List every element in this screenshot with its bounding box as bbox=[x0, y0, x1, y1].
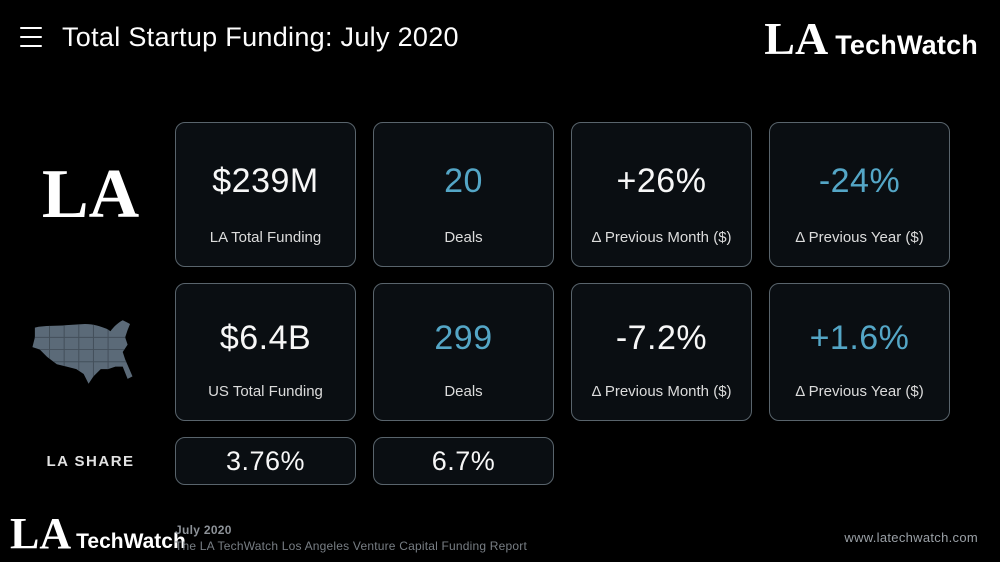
row-label-la: LA bbox=[23, 122, 158, 267]
techwatch-logo-text: TechWatch bbox=[835, 30, 978, 60]
share-card-deals: 6.7% bbox=[373, 437, 554, 485]
stat-card-us-deals: 299 Deals bbox=[373, 283, 554, 421]
stats-grid: LA $239M LA Total Funding 20 Deals +26% … bbox=[23, 122, 950, 485]
row-label-la-share: LA SHARE bbox=[23, 437, 158, 485]
menu-bar bbox=[20, 27, 42, 29]
menu-bar bbox=[20, 45, 42, 47]
stat-label: Δ Previous Year ($) bbox=[795, 229, 924, 246]
footer-brand-logo: LA TechWatch bbox=[10, 512, 186, 556]
stat-value: 3.76% bbox=[225, 445, 306, 476]
stat-value: 6.7% bbox=[431, 445, 496, 476]
hamburger-menu-icon[interactable] bbox=[20, 27, 42, 47]
stat-value: $6.4B bbox=[219, 319, 312, 357]
stat-card-la-prev-year: -24% Δ Previous Year ($) bbox=[769, 122, 950, 267]
row-label-us bbox=[23, 283, 158, 421]
stat-card-la-funding: $239M LA Total Funding bbox=[175, 122, 356, 267]
stat-card-la-deals: 20 Deals bbox=[373, 122, 554, 267]
stat-label: LA Total Funding bbox=[209, 229, 322, 246]
footer-report-info: July 2020 The LA TechWatch Los Angeles V… bbox=[175, 523, 527, 553]
footer-report-title: The LA TechWatch Los Angeles Venture Cap… bbox=[175, 539, 528, 553]
stat-card-us-funding: $6.4B US Total Funding bbox=[175, 283, 356, 421]
stat-label: Deals bbox=[444, 383, 483, 400]
stat-label: Δ Previous Year ($) bbox=[795, 383, 924, 400]
stat-value: +1.6% bbox=[809, 319, 910, 357]
stat-label: Deals bbox=[444, 229, 483, 246]
page-title: Total Startup Funding: July 2020 bbox=[62, 22, 459, 52]
stat-label: Δ Previous Month ($) bbox=[591, 383, 732, 400]
stat-value: 20 bbox=[444, 161, 483, 200]
usa-map-icon bbox=[31, 320, 132, 384]
stat-label: Δ Previous Month ($) bbox=[591, 229, 732, 246]
stat-value: -24% bbox=[818, 161, 901, 200]
stat-label: US Total Funding bbox=[208, 383, 323, 400]
menu-bar bbox=[20, 36, 42, 38]
techwatch-logo-text: TechWatch bbox=[76, 530, 186, 553]
stat-card-us-prev-month: -7.2% Δ Previous Month ($) bbox=[571, 283, 752, 421]
brand-logo: LA TechWatch bbox=[764, 16, 978, 62]
la-logo-text: LA bbox=[764, 13, 829, 64]
stat-card-us-prev-year: +1.6% Δ Previous Year ($) bbox=[769, 283, 950, 421]
stat-value: +26% bbox=[616, 161, 707, 200]
la-share-label: LA SHARE bbox=[46, 452, 135, 470]
footer-website: www.latechwatch.com bbox=[844, 530, 978, 545]
stat-value: 299 bbox=[434, 319, 493, 357]
footer-date: July 2020 bbox=[175, 523, 232, 537]
share-card-funding: 3.76% bbox=[175, 437, 356, 485]
stat-value: $239M bbox=[212, 161, 319, 200]
stat-value: -7.2% bbox=[615, 319, 708, 357]
la-logo-text: LA bbox=[10, 509, 72, 558]
stat-card-la-prev-month: +26% Δ Previous Month ($) bbox=[571, 122, 752, 267]
la-serif-logo: LA bbox=[41, 155, 140, 233]
